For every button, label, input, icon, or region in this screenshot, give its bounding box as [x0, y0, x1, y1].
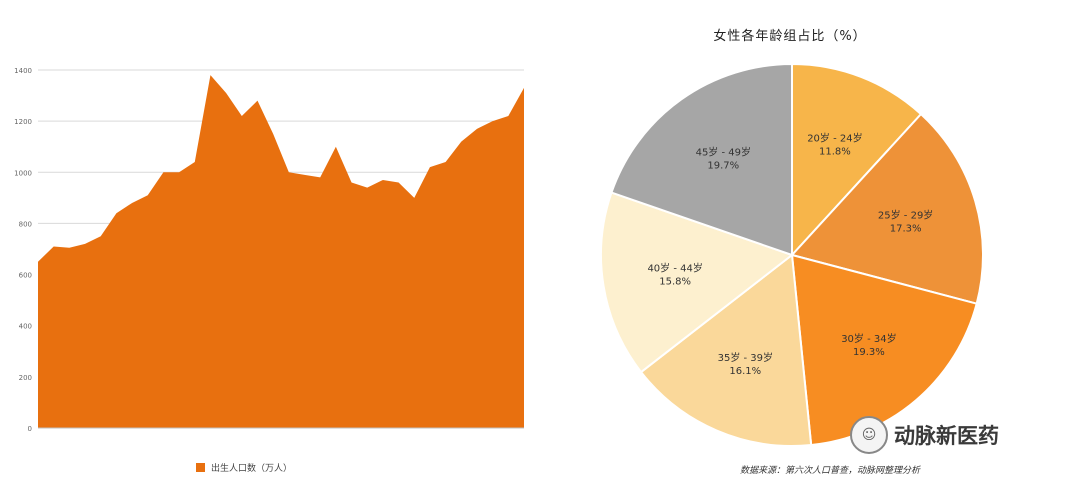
wechat-logo-icon: ☺ — [850, 416, 888, 454]
y-tick-label: 200 — [19, 374, 32, 382]
slice-label: 40岁 - 44岁 — [647, 261, 702, 274]
y-tick-label: 400 — [19, 323, 32, 331]
y-tick-label: 1000 — [14, 169, 32, 177]
slice-label: 30岁 - 34岁 — [841, 332, 896, 345]
slice-percent-label: 19.7% — [707, 161, 739, 172]
slice-label: 35岁 - 39岁 — [718, 351, 773, 364]
pie-slice — [610, 62, 793, 257]
watermark: ☺ 动脉新医药 — [850, 416, 999, 454]
area-legend: 出生人口数（万人） — [196, 461, 292, 474]
pie-slice — [639, 253, 813, 447]
area-chart: 0 200 400 600 800 1000 1200 1400 — [14, 67, 525, 433]
y-tick-label: 600 — [19, 272, 32, 280]
slice-label: 20岁 - 24岁 — [807, 132, 862, 145]
legend-swatch — [196, 463, 205, 472]
pie-slice — [600, 191, 795, 374]
watermark-text: 动脉新医药 — [894, 424, 999, 448]
pie-slice — [791, 62, 923, 258]
slice-percent-label: 19.3% — [853, 347, 885, 358]
slice-percent-label: 11.8% — [819, 147, 851, 158]
y-tick-label: 1400 — [14, 67, 32, 75]
area-series — [38, 75, 524, 428]
y-tick-label: 800 — [19, 220, 32, 228]
source-note: 数据来源：第六次人口普查，动脉网整理分析 — [740, 466, 921, 476]
y-tick-label: 1200 — [14, 118, 32, 126]
slice-percent-label: 16.1% — [729, 366, 761, 377]
slice-percent-label: 17.3% — [890, 224, 922, 235]
pie-title: 女性各年龄组占比（%） — [713, 29, 867, 44]
legend-label: 出生人口数（万人） — [211, 464, 293, 474]
slice-label: 25岁 - 29岁 — [878, 209, 933, 222]
y-tick-label: 0 — [28, 425, 32, 433]
slice-label: 45岁 - 49岁 — [696, 146, 751, 159]
pie-slice — [790, 112, 984, 305]
slice-percent-label: 15.8% — [659, 276, 691, 287]
pie-slice — [790, 253, 978, 447]
pie-chart: 20岁 - 24岁 11.8% 25岁 - 29岁 17.3% 30岁 - 34岁 19.… — [600, 62, 984, 447]
